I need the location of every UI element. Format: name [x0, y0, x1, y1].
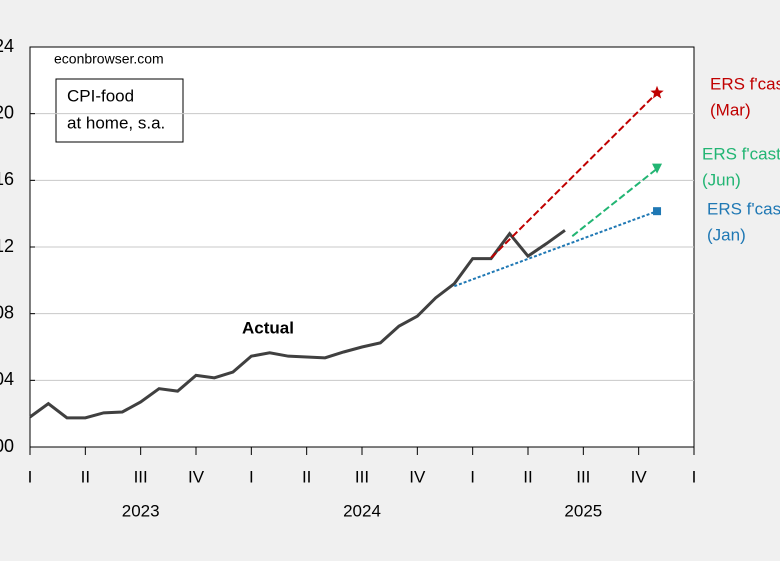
year-label: 2023	[122, 501, 160, 520]
y-tick-label: 312	[0, 236, 14, 256]
grid	[30, 113, 694, 381]
y-tick-label: 300	[0, 436, 14, 456]
forecast-line	[571, 167, 658, 237]
marks	[29, 85, 664, 420]
y-tick-label: 324	[0, 36, 14, 56]
x-tick-label: IV	[631, 467, 648, 486]
forecast-line	[490, 92, 658, 259]
actual-line	[29, 229, 566, 420]
x-tick-label: I	[470, 467, 475, 486]
x-tick-label: IV	[409, 467, 426, 486]
chart-title: at home, s.a.	[67, 113, 165, 132]
forecast-line	[453, 210, 658, 288]
x-tick-label: II	[523, 467, 532, 486]
x-tick-label: III	[134, 467, 148, 486]
x-tick-label: I	[249, 467, 254, 486]
series-label: Actual	[242, 318, 294, 337]
legend-label: ERS f'cast	[707, 199, 780, 218]
end-marker	[650, 85, 664, 99]
x-tick-label: II	[302, 467, 311, 486]
legend-label: ERS f'cast	[710, 74, 780, 93]
x-tick-label: I	[692, 467, 697, 486]
chart-title: CPI-food	[67, 86, 134, 105]
year-label: 2024	[343, 501, 381, 520]
x-tick-label: III	[576, 467, 590, 486]
legend-label: (Jun)	[702, 170, 741, 189]
x-tick-label: III	[355, 467, 369, 486]
x-tick-label: IV	[188, 467, 205, 486]
y-tick-label: 320	[0, 102, 14, 122]
x-tick-label: II	[81, 467, 90, 486]
end-marker	[652, 163, 663, 174]
y-tick-label: 304	[0, 369, 14, 389]
y-tick-label: 316	[0, 169, 14, 189]
legend-label: (Mar)	[710, 100, 751, 119]
legend-label: (Jan)	[707, 225, 746, 244]
legend-label: ERS f'cast	[702, 144, 780, 163]
x-tick-label: I	[28, 467, 33, 486]
end-marker	[653, 207, 662, 216]
title-box	[55, 78, 184, 143]
year-label: 2025	[564, 501, 602, 520]
watermark: econbrowser.com	[54, 51, 164, 67]
y-tick-label: 308	[0, 302, 14, 322]
